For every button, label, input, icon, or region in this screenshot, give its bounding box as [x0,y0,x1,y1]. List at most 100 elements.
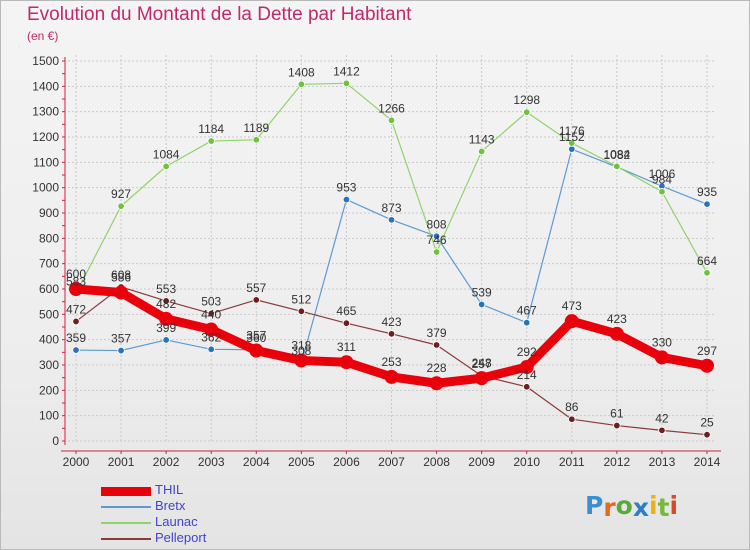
data-label-pelleport: 379 [427,326,447,340]
x-tick-label: 2002 [153,455,180,469]
data-label-pelleport: 42 [655,411,669,425]
data-label-pelleport: 553 [156,282,176,296]
data-label-launac: 1084 [604,147,631,161]
data-label-thil: 473 [562,299,582,313]
data-point-thil [609,326,624,341]
data-point-bretx [432,232,441,241]
proxiti-logo: Proxiti [585,491,679,522]
data-label-launac: 1084 [153,147,180,161]
y-tick-label: 600 [39,282,59,296]
data-point-pelleport [387,330,396,338]
data-label-thil: 248 [472,356,492,370]
x-tick-label: 2012 [604,455,631,469]
data-label-launac: 583 [66,274,86,288]
y-tick-label: 1100 [33,155,59,169]
data-point-pelleport [568,415,576,423]
legend-label: Launac [155,514,198,529]
data-point-thil [294,353,309,368]
data-point-pelleport [658,426,666,435]
data-point-pelleport [523,383,531,391]
data-label-thil: 318 [291,338,311,352]
data-label-pelleport: 61 [610,407,624,421]
x-tick-label: 2011 [559,455,585,469]
data-label-launac: 1176 [559,124,585,138]
data-point-thil [654,350,669,365]
y-tick-label: 300 [39,358,59,372]
data-label-pelleport: 86 [565,400,579,414]
data-label-pelleport: 423 [381,315,401,329]
x-tick-label: 2001 [108,455,135,469]
data-point-pelleport [72,317,80,326]
data-label-thil: 311 [337,340,356,354]
data-label-launac: 984 [652,173,672,187]
data-point-pelleport [207,309,215,318]
data-point-thil [564,314,579,329]
data-point-pelleport [162,297,170,305]
y-tick-label: 500 [39,307,59,321]
data-point-bretx [523,318,531,327]
data-label-pelleport: 472 [66,302,86,316]
data-point-bretx [387,216,396,224]
data-point-thil [519,360,534,375]
logo-letter: P [585,491,604,520]
logo-letter: i [669,491,679,520]
data-point-thil [429,376,444,391]
data-label-bretx: 360 [246,331,266,345]
x-tick-label: 2007 [378,455,405,469]
data-label-pelleport: 557 [246,281,266,295]
legend-label: Pelleport [155,530,207,545]
data-label-launac: 746 [427,233,447,247]
data-point-launac [613,162,621,171]
y-tick-label: 1000 [32,181,59,195]
data-label-launac: 1184 [198,122,224,136]
data-label-thil: 228 [427,361,447,375]
data-point-bretx [117,346,125,355]
y-tick-label: 1300 [32,105,59,119]
data-label-bretx: 808 [427,217,447,231]
y-tick-label: 0 [52,434,59,448]
data-point-bretx [703,200,711,208]
legend-swatch [101,486,151,496]
data-label-bretx: 539 [472,285,492,299]
y-tick-label: 1400 [32,79,59,93]
data-point-launac [703,269,711,277]
y-tick-label: 100 [39,409,59,423]
y-tick-label: 1200 [32,130,59,144]
x-tick-label: 2005 [288,455,315,469]
data-label-bretx: 953 [336,181,356,195]
data-label-thil: 482 [156,297,176,311]
data-label-bretx: 359 [66,331,86,345]
data-point-launac [387,116,396,124]
data-point-pelleport [432,341,441,349]
data-label-thil: 357 [246,329,266,343]
data-point-launac [207,137,215,145]
legend-label: Bretx [155,498,186,513]
data-point-pelleport [342,319,351,327]
data-point-bretx [477,300,486,309]
data-point-launac [342,79,351,87]
data-label-thil: 440 [201,308,221,322]
data-point-launac [477,147,486,156]
data-point-launac [117,202,125,210]
data-point-launac [297,80,306,89]
y-tick-label: 200 [39,383,59,397]
data-label-pelleport: 465 [336,304,356,318]
data-label-bretx: 467 [517,304,537,318]
y-tick-label: 1500 [32,54,59,68]
legend-label: THIL [155,482,184,497]
data-label-thil: 253 [381,355,401,369]
data-point-bretx [162,336,170,344]
data-point-pelleport [703,430,711,439]
data-label-launac: 1298 [513,93,540,107]
data-point-launac [658,188,666,196]
logo-letter: i [649,491,658,520]
x-tick-label: 2009 [468,455,495,469]
x-tick-label: 2013 [649,455,676,469]
data-label-launac: 1412 [333,64,360,78]
legend-swatch [101,522,151,524]
data-label-thil: 292 [517,345,537,359]
data-point-pelleport [252,296,260,304]
legend-swatch [101,538,151,540]
